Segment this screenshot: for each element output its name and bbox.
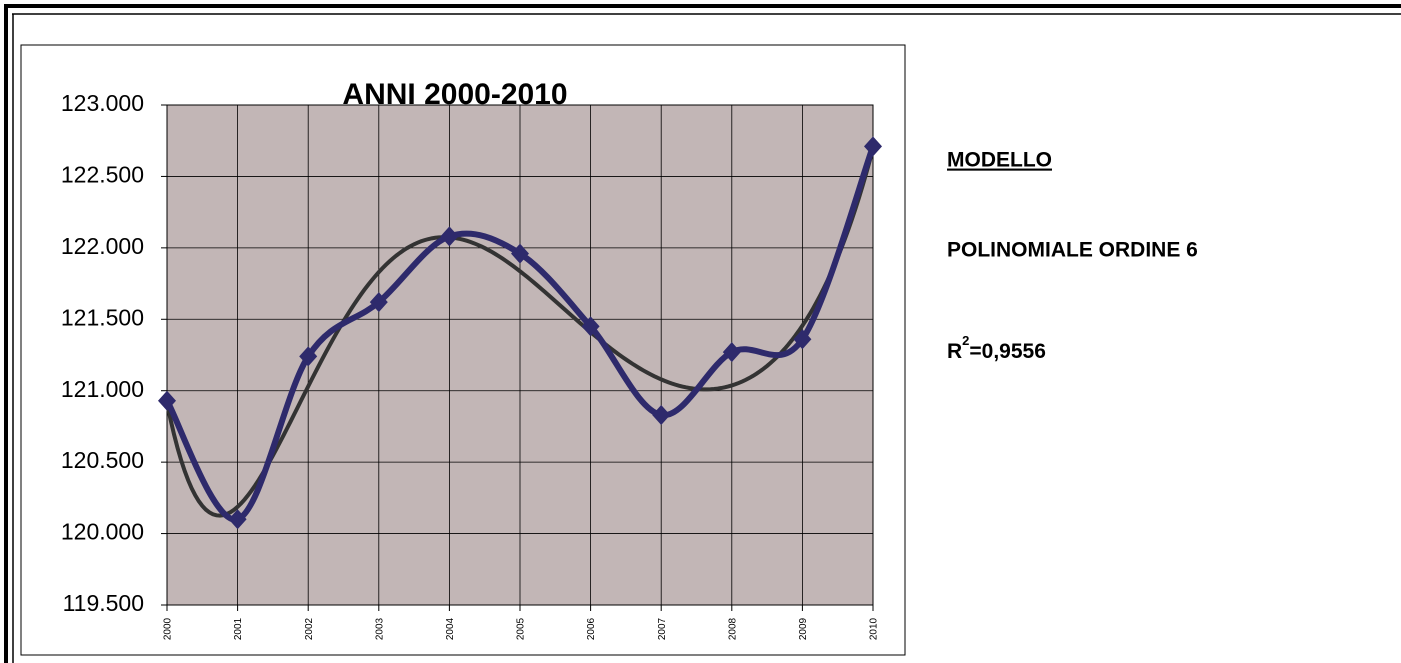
x-tick-label: 2005 [516,617,527,640]
x-tick-label: 2000 [163,617,174,640]
y-tick-label: 119.500 [63,590,144,616]
r-exponent: 2 [962,333,969,348]
y-tick-label: 121.500 [61,304,144,330]
plot: 119.500 120.000 120.500 121.000 121.500 122.0… [61,90,882,640]
x-tick-label: 2003 [374,617,385,640]
y-tick-label: 120.500 [61,447,144,473]
marker [369,292,388,313]
y-tick-label: 123.000 [61,90,144,116]
trendline [165,148,875,518]
x-tick-label: 2004 [445,617,456,640]
marker [722,342,741,363]
x-tick-label: 2002 [304,617,315,640]
model-type: POLINOMIALE ORDINE 6 [947,239,1198,262]
marker [581,316,600,337]
x-tick-label: 2008 [727,617,738,640]
marker [652,405,671,425]
x-tick-label: 2007 [657,617,668,640]
x-tick-label: 2001 [233,617,244,640]
marker [864,136,882,157]
marker [793,329,812,350]
marker [511,243,529,264]
chart-title: ANNI 2000-2010 [342,78,567,111]
y-tick-label: 120.000 [61,519,144,545]
marker [158,390,176,411]
y-tick-label: 121.000 [61,376,144,402]
marker [440,226,459,247]
r-value: =0,9556 [969,340,1046,363]
marker [228,509,247,530]
x-tick-label: 2009 [798,617,809,640]
r-squared: R2=0,9556 [947,333,1046,362]
x-tick-label: 2010 [869,617,880,640]
x-tick-label: 2006 [586,617,597,640]
model-heading: MODELLO [947,149,1052,172]
y-tick-label: 122.000 [61,233,144,259]
marker [299,346,318,367]
y-tick-label: 122.500 [61,162,144,188]
r-symbol: R [947,340,962,363]
